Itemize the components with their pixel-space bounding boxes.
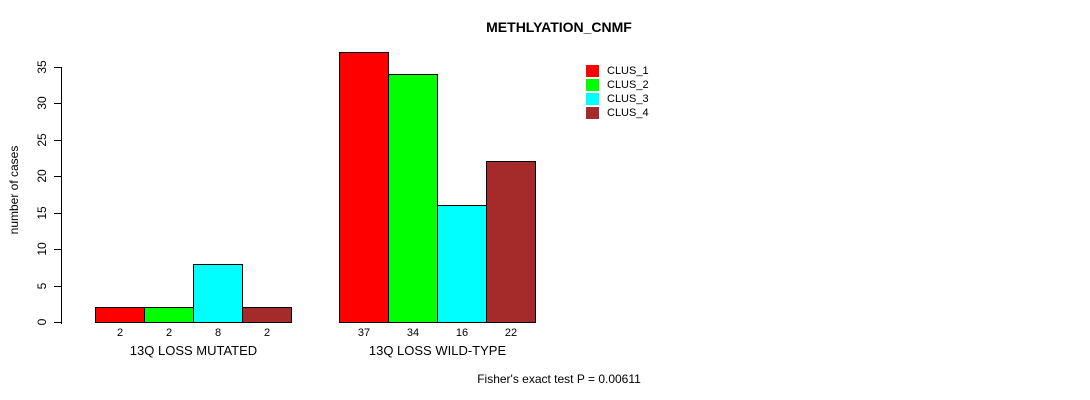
legend-swatch-clus_4 [586,107,599,119]
y-axis-tick [54,176,61,177]
bar-clus_4-2 [486,161,536,323]
legend-label: CLUS_4 [607,107,649,119]
bar-clus_4-1 [242,307,292,323]
bar-value-label: 2 [263,327,271,339]
bar-value-label: 37 [357,327,371,339]
y-axis-tick-label: 20 [35,169,49,183]
legend-item-clus_3: CLUS_3 [586,92,649,106]
fisher-test-annotation: Fisher's exact test P = 0.00611 [477,372,641,386]
legend-item-clus_2: CLUS_2 [586,78,649,92]
y-axis-tick-label: 35 [35,60,49,74]
bar-value-label: 16 [455,327,469,339]
legend-label: CLUS_3 [607,93,649,105]
bar-clus_3-1 [193,264,243,323]
y-axis-tick-label: 0 [35,318,49,326]
y-axis-tick [54,322,61,323]
y-axis-tick [54,286,61,287]
bar-clus_1-1 [95,307,145,323]
y-axis-tick [54,67,61,68]
category-label: 13Q LOSS MUTATED [129,343,258,358]
bar-value-label: 8 [214,327,222,339]
y-axis-label: number of cases [7,145,21,235]
y-axis-tick-label: 5 [35,282,49,290]
y-axis-tick-label: 25 [35,133,49,147]
bar-value-label: 2 [165,327,173,339]
bar-clus_2-2 [388,74,438,323]
y-axis-tick-label: 15 [35,206,49,220]
legend-swatch-clus_3 [586,93,599,105]
chart-title: METHLYATION_CNMF [486,19,632,35]
bar-clus_1-2 [339,52,389,323]
bar-clus_3-2 [437,205,487,323]
legend-label: CLUS_1 [607,65,649,77]
legend-item-clus_4: CLUS_4 [586,106,649,120]
bar-value-label: 22 [504,327,518,339]
y-axis-tick [54,103,61,104]
bar-clus_2-1 [144,307,194,323]
y-axis-tick [54,249,61,250]
bar-value-label: 34 [406,327,420,339]
legend: CLUS_1 CLUS_2 CLUS_3 CLUS_4 [586,64,649,120]
legend-swatch-clus_2 [586,79,599,91]
legend-swatch-clus_1 [586,65,599,77]
y-axis-line [61,67,62,324]
category-label: 13Q LOSS WILD-TYPE [368,343,507,358]
legend-item-clus_1: CLUS_1 [586,64,649,78]
bar-value-label: 2 [116,327,124,339]
legend-label: CLUS_2 [607,79,649,91]
y-axis-tick-label: 10 [35,242,49,256]
y-axis-tick [54,140,61,141]
y-axis-tick [54,213,61,214]
y-axis-tick-label: 30 [35,96,49,110]
